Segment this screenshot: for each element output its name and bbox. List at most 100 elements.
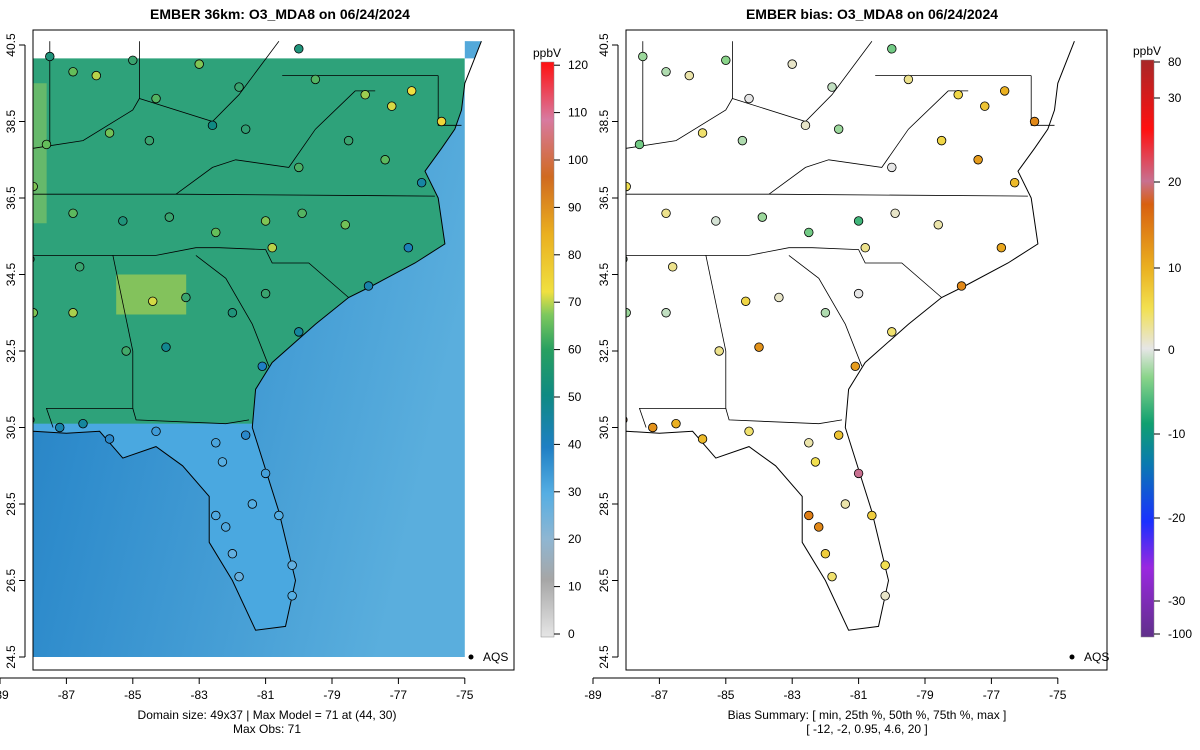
- station-bias-marker: [787, 59, 797, 69]
- station-bias-marker: [953, 90, 963, 100]
- station-bias-marker: [880, 591, 890, 601]
- station-obs-marker: [181, 292, 191, 303]
- station-obs-marker: [247, 499, 258, 509]
- station-bias-marker: [667, 262, 678, 272]
- right-colorbar-tick-label: -10: [1168, 427, 1186, 441]
- state-border: [626, 40, 873, 149]
- station-bias-marker: [853, 216, 864, 226]
- station-bias-marker: [890, 208, 900, 219]
- state-border: [626, 193, 1028, 197]
- left-colorbar-tick-label: 20: [568, 532, 582, 546]
- station-bias-marker: [996, 243, 1007, 253]
- station-obs-marker: [45, 51, 55, 62]
- station-obs-marker: [68, 67, 78, 77]
- left-x-tick-label: -79: [323, 688, 341, 702]
- left-colorbar-tick-label: 0: [568, 627, 575, 641]
- coastline: [33, 41, 482, 631]
- station-obs-marker: [287, 560, 297, 570]
- left-y-tick-label: 30.5: [4, 415, 18, 439]
- coastline: [626, 41, 1075, 631]
- domain-edge-bottom: [33, 657, 491, 670]
- station-bias-marker: [697, 434, 708, 444]
- station-bias-marker: [820, 549, 831, 559]
- left-colorbar-tick-label: 10: [568, 580, 582, 594]
- right-y-tick-label: 32.5: [597, 339, 611, 363]
- station-obs-marker: [128, 55, 138, 66]
- station-bias-marker: [737, 135, 748, 146]
- station-obs-marker: [403, 243, 414, 253]
- state-border: [195, 255, 270, 367]
- aqs-legend-right: AQS: [1084, 650, 1109, 664]
- station-bias-marker: [810, 457, 821, 467]
- station-bias-marker: [714, 346, 724, 356]
- station-bias-marker: [1029, 116, 1040, 127]
- state-border: [725, 408, 843, 425]
- left-colorbar-tick-label: 50: [568, 390, 582, 404]
- right-colorbar-tick-label: -100: [1168, 627, 1192, 641]
- station-bias-marker: [744, 426, 754, 437]
- station-bias-marker: [648, 422, 658, 433]
- left-colorbar-tick-label: 80: [568, 248, 582, 262]
- station-obs-marker: [360, 90, 370, 100]
- station-bias-marker: [887, 162, 897, 173]
- right-title: EMBER bias: O3_MDA8 on 06/24/2024: [746, 6, 998, 22]
- right-colorbar-tick-label: 80: [1168, 55, 1182, 69]
- station-obs-marker: [416, 177, 427, 188]
- left-colorbar-tick-label: 30: [568, 485, 582, 499]
- aqs-legend-marker-right: [1069, 654, 1075, 660]
- station-obs-marker: [363, 281, 374, 291]
- left-colorbar-tick-label: 100: [568, 153, 588, 167]
- right-y-tick-label: 28.5: [597, 492, 611, 516]
- station-bias-marker: [980, 101, 990, 111]
- right-colorbar-unit: ppbV: [1133, 44, 1161, 58]
- station-bias-marker: [804, 438, 814, 448]
- station-bias-marker: [887, 44, 897, 54]
- left-colorbar-tick-label: 90: [568, 200, 582, 214]
- right-x-tick-label: -87: [651, 688, 669, 702]
- station-obs-marker: [211, 227, 221, 238]
- station-obs-marker: [41, 139, 52, 150]
- station-bias-marker: [933, 220, 943, 230]
- station-bias-marker: [661, 308, 671, 318]
- aqs-legend-left: AQS: [483, 650, 508, 664]
- station-obs-marker: [91, 70, 101, 81]
- right-colorbar-tick-label: 10: [1168, 261, 1182, 275]
- axes: -89 -87 -85 -83 -81 -79 -77 -75 40.5 38.5 36.5 34.5…: [0, 33, 1067, 702]
- right-colorbar-tick-label: 0: [1168, 343, 1175, 357]
- station-obs-marker: [144, 135, 155, 146]
- station-obs-marker: [274, 510, 284, 521]
- station-bias-marker: [833, 430, 844, 440]
- station-obs-marker: [297, 208, 307, 219]
- right-x-tick-label: -77: [983, 688, 1001, 702]
- right-y-tick-label: 36.5: [597, 186, 611, 210]
- left-x-tick-label: -75: [456, 688, 474, 702]
- station-obs-marker: [194, 59, 204, 69]
- station-bias-marker: [903, 74, 914, 85]
- station-obs-marker: [240, 124, 251, 134]
- station-obs-marker: [161, 342, 171, 352]
- station-obs-marker: [340, 220, 350, 230]
- left-footer-domain: Domain size: 49x37 | Max Model = 71 at (…: [138, 708, 397, 722]
- station-obs-marker: [207, 120, 218, 131]
- state-border: [132, 408, 250, 425]
- left-x-tick-label: -77: [390, 688, 408, 702]
- station-bias-marker: [684, 70, 694, 81]
- state-border: [613, 255, 620, 431]
- state-border: [437, 75, 462, 126]
- station-bias-marker: [956, 281, 967, 291]
- station-bias-marker: [833, 124, 844, 134]
- station-obs-marker: [294, 327, 304, 337]
- station-bias-marker: [721, 55, 731, 66]
- left-y-tick-label: 24.5: [4, 645, 18, 669]
- aqs-legend-marker-left: [468, 654, 474, 660]
- right-x-tick-label: -89: [584, 688, 602, 702]
- station-bias-marker: [697, 128, 708, 138]
- right-x-tick-label: -81: [850, 688, 868, 702]
- station-obs-marker: [260, 216, 271, 226]
- station-bias-marker: [814, 522, 824, 532]
- station-obs-marker: [227, 549, 238, 559]
- right-x-tick-label: -85: [717, 688, 735, 702]
- station-obs-marker: [55, 422, 65, 433]
- right-plot-frame: [625, 29, 1108, 671]
